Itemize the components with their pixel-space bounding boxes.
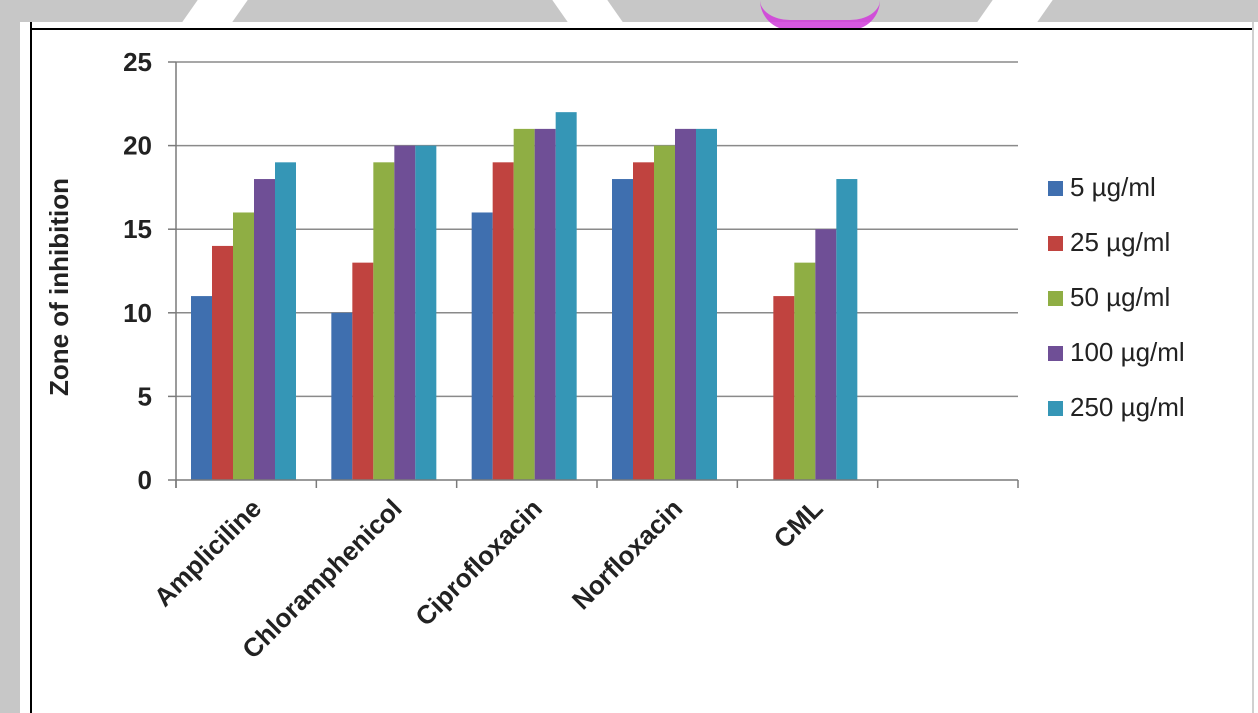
legend-label: 5 µg/ml [1070, 172, 1156, 202]
y-tick-labels: 0 5 10 15 20 25 [123, 47, 152, 495]
bar [836, 179, 858, 481]
bar [534, 128, 556, 480]
bar [773, 296, 795, 480]
bar [254, 179, 275, 481]
category-label: Norfloxacin [566, 493, 688, 615]
bar [275, 162, 296, 480]
watermark-mark [760, 0, 880, 30]
bar [492, 162, 514, 480]
bar [513, 128, 535, 480]
legend-label: 250 µg/ml [1070, 392, 1185, 422]
legend-item: 100 µg/ml [1048, 337, 1185, 367]
bar [415, 145, 437, 480]
legend-item: 5 µg/ml [1048, 172, 1156, 202]
legend-item: 50 µg/ml [1048, 282, 1170, 312]
category-label: Ciprofloxacin [409, 493, 548, 632]
bar [331, 312, 353, 480]
bar [373, 162, 395, 480]
frame-border-left [30, 22, 32, 713]
bars [191, 112, 858, 481]
y-tick-label: 15 [123, 214, 152, 244]
y-tick-label: 20 [123, 131, 152, 161]
bar [633, 162, 654, 480]
frame-left [0, 0, 20, 713]
legend-swatch [1048, 401, 1063, 416]
bar [191, 296, 212, 480]
legend: 5 µg/ml 25 µg/ml 50 µg/ml 100 µg/ml 250 µg/m… [1048, 172, 1185, 422]
legend-label: 25 µg/ml [1070, 227, 1170, 257]
bar [233, 212, 254, 481]
y-tick-label: 25 [123, 47, 152, 77]
legend-swatch [1048, 291, 1063, 306]
y-tick-label: 0 [138, 465, 152, 495]
axes [168, 61, 1019, 488]
legend-item: 250 µg/ml [1048, 392, 1185, 422]
y-axis-label: Zone of inhibition [44, 178, 74, 396]
legend-swatch [1048, 181, 1063, 196]
category-label: Ampliciline [148, 493, 267, 612]
bar [612, 179, 633, 481]
y-tick-label: 5 [138, 381, 152, 411]
bar [212, 245, 233, 480]
legend-label: 50 µg/ml [1070, 282, 1170, 312]
bar [654, 145, 675, 480]
bar [675, 128, 696, 480]
grid-lines [176, 61, 1018, 398]
bar [815, 229, 837, 480]
bar [794, 262, 816, 480]
legend-label: 100 µg/ml [1070, 337, 1185, 367]
legend-swatch [1048, 346, 1063, 361]
category-label: CML [768, 493, 829, 554]
legend-swatch [1048, 236, 1063, 251]
bar [352, 262, 374, 480]
legend-item: 25 µg/ml [1048, 227, 1170, 257]
frame-border-right [1252, 22, 1254, 713]
bar [555, 112, 577, 480]
bar [394, 145, 416, 480]
frame-top [0, 0, 1258, 22]
frame-border-top [30, 28, 1254, 30]
bar [696, 128, 717, 480]
bar [471, 212, 493, 481]
y-tick-label: 10 [123, 298, 152, 328]
